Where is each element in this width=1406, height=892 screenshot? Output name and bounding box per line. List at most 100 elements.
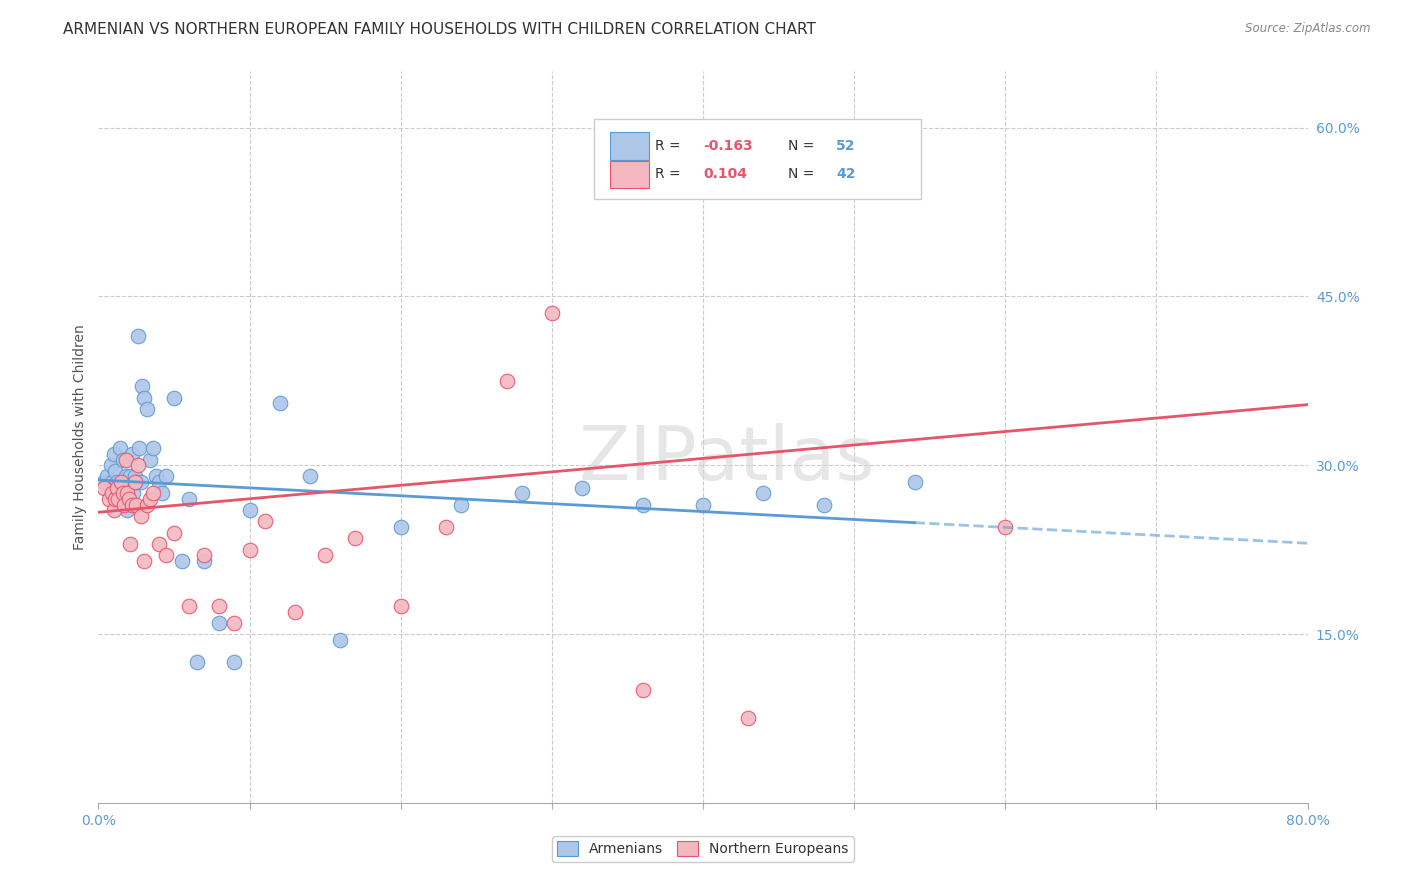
Text: -0.163: -0.163	[703, 139, 752, 153]
Point	[93, 475, 115, 489]
Point	[179, 599, 201, 613]
Point	[269, 396, 291, 410]
Text: R =: R =	[655, 139, 685, 153]
Point	[179, 491, 201, 506]
Point	[314, 548, 336, 562]
Text: N =: N =	[787, 168, 818, 181]
Point	[121, 447, 143, 461]
Point	[571, 481, 593, 495]
Point	[155, 548, 177, 562]
Point	[128, 442, 150, 456]
Point	[434, 520, 457, 534]
Point	[124, 469, 146, 483]
Point	[112, 481, 135, 495]
Point	[692, 498, 714, 512]
Point	[127, 328, 149, 343]
Point	[135, 401, 157, 416]
Point	[120, 469, 142, 483]
Point	[129, 508, 152, 523]
Point	[103, 447, 125, 461]
Point	[125, 498, 148, 512]
Text: ARMENIAN VS NORTHERN EUROPEAN FAMILY HOUSEHOLDS WITH CHILDREN CORRELATION CHART: ARMENIAN VS NORTHERN EUROPEAN FAMILY HOU…	[63, 22, 815, 37]
Point	[495, 374, 517, 388]
Point	[122, 486, 145, 500]
Point	[101, 486, 124, 500]
Point	[193, 554, 215, 568]
Point	[994, 520, 1017, 534]
Point	[145, 469, 167, 483]
Point	[98, 491, 121, 506]
Text: R =: R =	[655, 168, 689, 181]
Point	[142, 486, 165, 500]
Point	[193, 548, 215, 562]
Text: 42: 42	[837, 168, 855, 181]
Point	[108, 442, 131, 456]
FancyBboxPatch shape	[610, 132, 648, 160]
Point	[224, 615, 246, 630]
Point	[115, 486, 138, 500]
Point	[150, 486, 173, 500]
Point	[737, 711, 759, 725]
Point	[110, 486, 132, 500]
Point	[510, 486, 533, 500]
Point	[107, 491, 129, 506]
Point	[120, 537, 142, 551]
Point	[208, 599, 231, 613]
Y-axis label: Family Households with Children: Family Households with Children	[73, 324, 87, 550]
Point	[121, 498, 143, 512]
Point	[170, 554, 193, 568]
Point	[115, 503, 138, 517]
Point	[284, 605, 307, 619]
Point	[129, 475, 152, 489]
Point	[104, 491, 127, 506]
Point	[253, 515, 276, 529]
Point	[239, 503, 262, 517]
Point	[118, 491, 141, 506]
Point	[127, 458, 149, 473]
Point	[148, 475, 170, 489]
Text: 0.104: 0.104	[703, 168, 747, 181]
Point	[540, 306, 562, 320]
Legend: Armenians, Northern Europeans: Armenians, Northern Europeans	[551, 836, 855, 862]
Point	[114, 452, 136, 467]
Point	[389, 599, 412, 613]
Point	[118, 491, 141, 506]
Point	[208, 615, 231, 630]
Point	[105, 481, 128, 495]
Point	[96, 469, 118, 483]
Point	[904, 475, 927, 489]
FancyBboxPatch shape	[595, 119, 921, 200]
Point	[299, 469, 322, 483]
FancyBboxPatch shape	[610, 161, 648, 188]
Point	[224, 655, 246, 669]
Point	[450, 498, 472, 512]
Point	[124, 475, 146, 489]
Text: N =: N =	[787, 139, 818, 153]
Point	[111, 452, 134, 467]
Point	[631, 498, 654, 512]
Point	[125, 475, 148, 489]
Point	[107, 481, 129, 495]
Point	[329, 632, 352, 647]
Point	[131, 379, 153, 393]
Text: ZIPatlas: ZIPatlas	[579, 423, 876, 496]
Point	[111, 486, 134, 500]
Point	[344, 532, 367, 546]
Point	[132, 391, 155, 405]
Point	[103, 503, 125, 517]
Point	[389, 520, 412, 534]
Point	[114, 469, 136, 483]
Point	[186, 655, 208, 669]
Point	[148, 537, 170, 551]
Point	[105, 475, 128, 489]
Point	[813, 498, 835, 512]
Point	[631, 683, 654, 698]
Point	[163, 525, 186, 540]
Point	[110, 475, 132, 489]
Point	[142, 442, 165, 456]
Point	[112, 498, 135, 512]
Point	[132, 554, 155, 568]
Text: Source: ZipAtlas.com: Source: ZipAtlas.com	[1246, 22, 1371, 36]
Point	[135, 498, 157, 512]
Point	[139, 491, 162, 506]
